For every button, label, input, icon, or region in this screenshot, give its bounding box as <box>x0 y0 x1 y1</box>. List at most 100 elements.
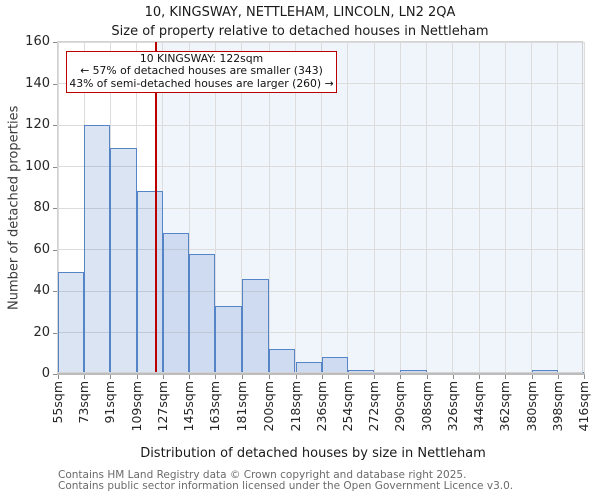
y-tick-mark <box>53 125 57 126</box>
v-gridline <box>162 42 164 374</box>
x-axis-title: Distribution of detached houses by size … <box>140 446 486 461</box>
x-tick-label: 163sqm <box>207 381 223 432</box>
y-tick-mark <box>53 332 57 334</box>
annotation-smaller-line: ← 57% of detached houses are smaller (34… <box>80 64 323 78</box>
x-tick-mark <box>58 375 59 379</box>
annotation-box: 10 KINGSWAY: 122sqm ← 57% of detached ho… <box>66 51 337 94</box>
v-gridline <box>214 42 216 374</box>
x-tick-mark <box>374 375 376 379</box>
v-gridline <box>426 42 428 374</box>
v-gridline <box>478 42 480 374</box>
v-gridline <box>188 42 190 374</box>
h-gridline <box>58 41 584 43</box>
histogram-bar <box>215 305 242 374</box>
x-tick-label: 145sqm <box>181 381 197 432</box>
v-gridline <box>373 42 375 374</box>
x-tick-mark <box>479 375 481 379</box>
x-tick-label: 290sqm <box>392 381 408 432</box>
x-tick-mark <box>347 375 349 379</box>
x-tick-mark <box>321 375 323 379</box>
y-tick-label: 20 <box>33 324 50 340</box>
chart-title: 10, KINGSWAY, NETTLEHAM, LINCOLN, LN2 2Q… <box>144 5 456 20</box>
v-gridline <box>268 42 270 374</box>
x-tick-mark <box>584 375 585 379</box>
y-tick-mark <box>53 374 57 375</box>
x-tick-mark <box>136 375 138 379</box>
y-tick-mark <box>53 42 57 43</box>
h-gridline <box>58 166 584 167</box>
x-tick-label: 326sqm <box>444 381 460 432</box>
property-marker-line <box>154 42 157 374</box>
v-gridline <box>57 42 59 374</box>
histogram-bar <box>162 232 190 374</box>
h-gridline <box>58 332 584 333</box>
x-tick-label: 398sqm <box>549 381 565 432</box>
v-gridline <box>399 42 401 374</box>
x-tick-mark <box>452 375 454 379</box>
x-tick-label: 127sqm <box>154 381 170 432</box>
v-gridline <box>531 42 533 374</box>
v-gridline <box>583 42 585 374</box>
x-tick-mark <box>557 375 559 379</box>
x-tick-mark <box>295 375 297 379</box>
footer-licence: Contains public sector information licen… <box>58 480 514 492</box>
x-tick-mark <box>505 375 507 379</box>
histogram-bar <box>189 253 216 374</box>
x-tick-mark <box>531 375 533 379</box>
v-gridline <box>452 42 454 374</box>
x-tick-mark <box>110 375 112 379</box>
plot-border <box>57 41 583 373</box>
x-tick-label: 362sqm <box>497 381 513 432</box>
histogram-bar <box>110 147 137 374</box>
y-tick-label: 140 <box>25 75 50 91</box>
x-tick-label: 91sqm <box>102 381 118 424</box>
x-tick-label: 200sqm <box>261 381 277 432</box>
x-tick-mark <box>162 375 164 379</box>
x-tick-label: 109sqm <box>128 381 144 432</box>
y-tick-label: 0 <box>41 366 50 381</box>
x-tick-label: 181sqm <box>233 381 249 432</box>
x-tick-label: 73sqm <box>76 381 92 424</box>
y-tick-label: 100 <box>25 158 50 174</box>
v-gridline <box>241 42 243 374</box>
x-tick-mark <box>189 375 191 379</box>
v-gridline <box>321 42 323 374</box>
x-tick-mark <box>215 375 217 379</box>
footer-copyright: Contains HM Land Registry data © Crown c… <box>58 469 467 481</box>
x-tick-label: 416sqm <box>576 381 591 432</box>
histogram-bar <box>136 191 163 374</box>
y-tick-label: 80 <box>33 200 50 215</box>
v-gridline <box>295 42 296 374</box>
x-tick-label: 344sqm <box>471 381 487 432</box>
chart-subtitle: Size of property relative to detached ho… <box>111 24 489 39</box>
y-tick-mark <box>53 166 57 168</box>
histogram-bar <box>84 125 111 374</box>
x-tick-mark <box>400 375 402 379</box>
x-tick-label: 272sqm <box>366 381 382 432</box>
y-tick-mark <box>53 83 57 85</box>
x-tick-mark <box>84 375 86 379</box>
x-tick-mark <box>269 375 271 379</box>
y-tick-label: 120 <box>25 117 50 132</box>
x-tick-label: 236sqm <box>313 381 329 432</box>
x-tick-label: 308sqm <box>418 381 434 432</box>
x-axis-line <box>57 373 585 375</box>
x-tick-label: 55sqm <box>50 381 65 424</box>
y-tick-label: 60 <box>33 241 50 257</box>
x-tick-label: 380sqm <box>523 381 539 432</box>
v-gridline <box>347 42 349 374</box>
h-gridline <box>58 290 584 292</box>
annotation-property-line: 10 KINGSWAY: 122sqm <box>139 52 264 65</box>
x-tick-mark <box>241 375 243 379</box>
h-gridline <box>58 124 584 126</box>
y-tick-mark <box>53 208 57 209</box>
y-tick-mark <box>53 291 57 292</box>
y-tick-label: 40 <box>33 283 50 298</box>
x-tick-mark <box>426 375 428 379</box>
y-tick-label: 160 <box>25 34 50 49</box>
x-tick-label: 218sqm <box>287 381 303 432</box>
annotation-larger-line: 43% of semi-detached houses are larger (… <box>69 76 334 90</box>
v-gridline <box>557 42 559 374</box>
x-tick-label: 254sqm <box>339 381 355 432</box>
